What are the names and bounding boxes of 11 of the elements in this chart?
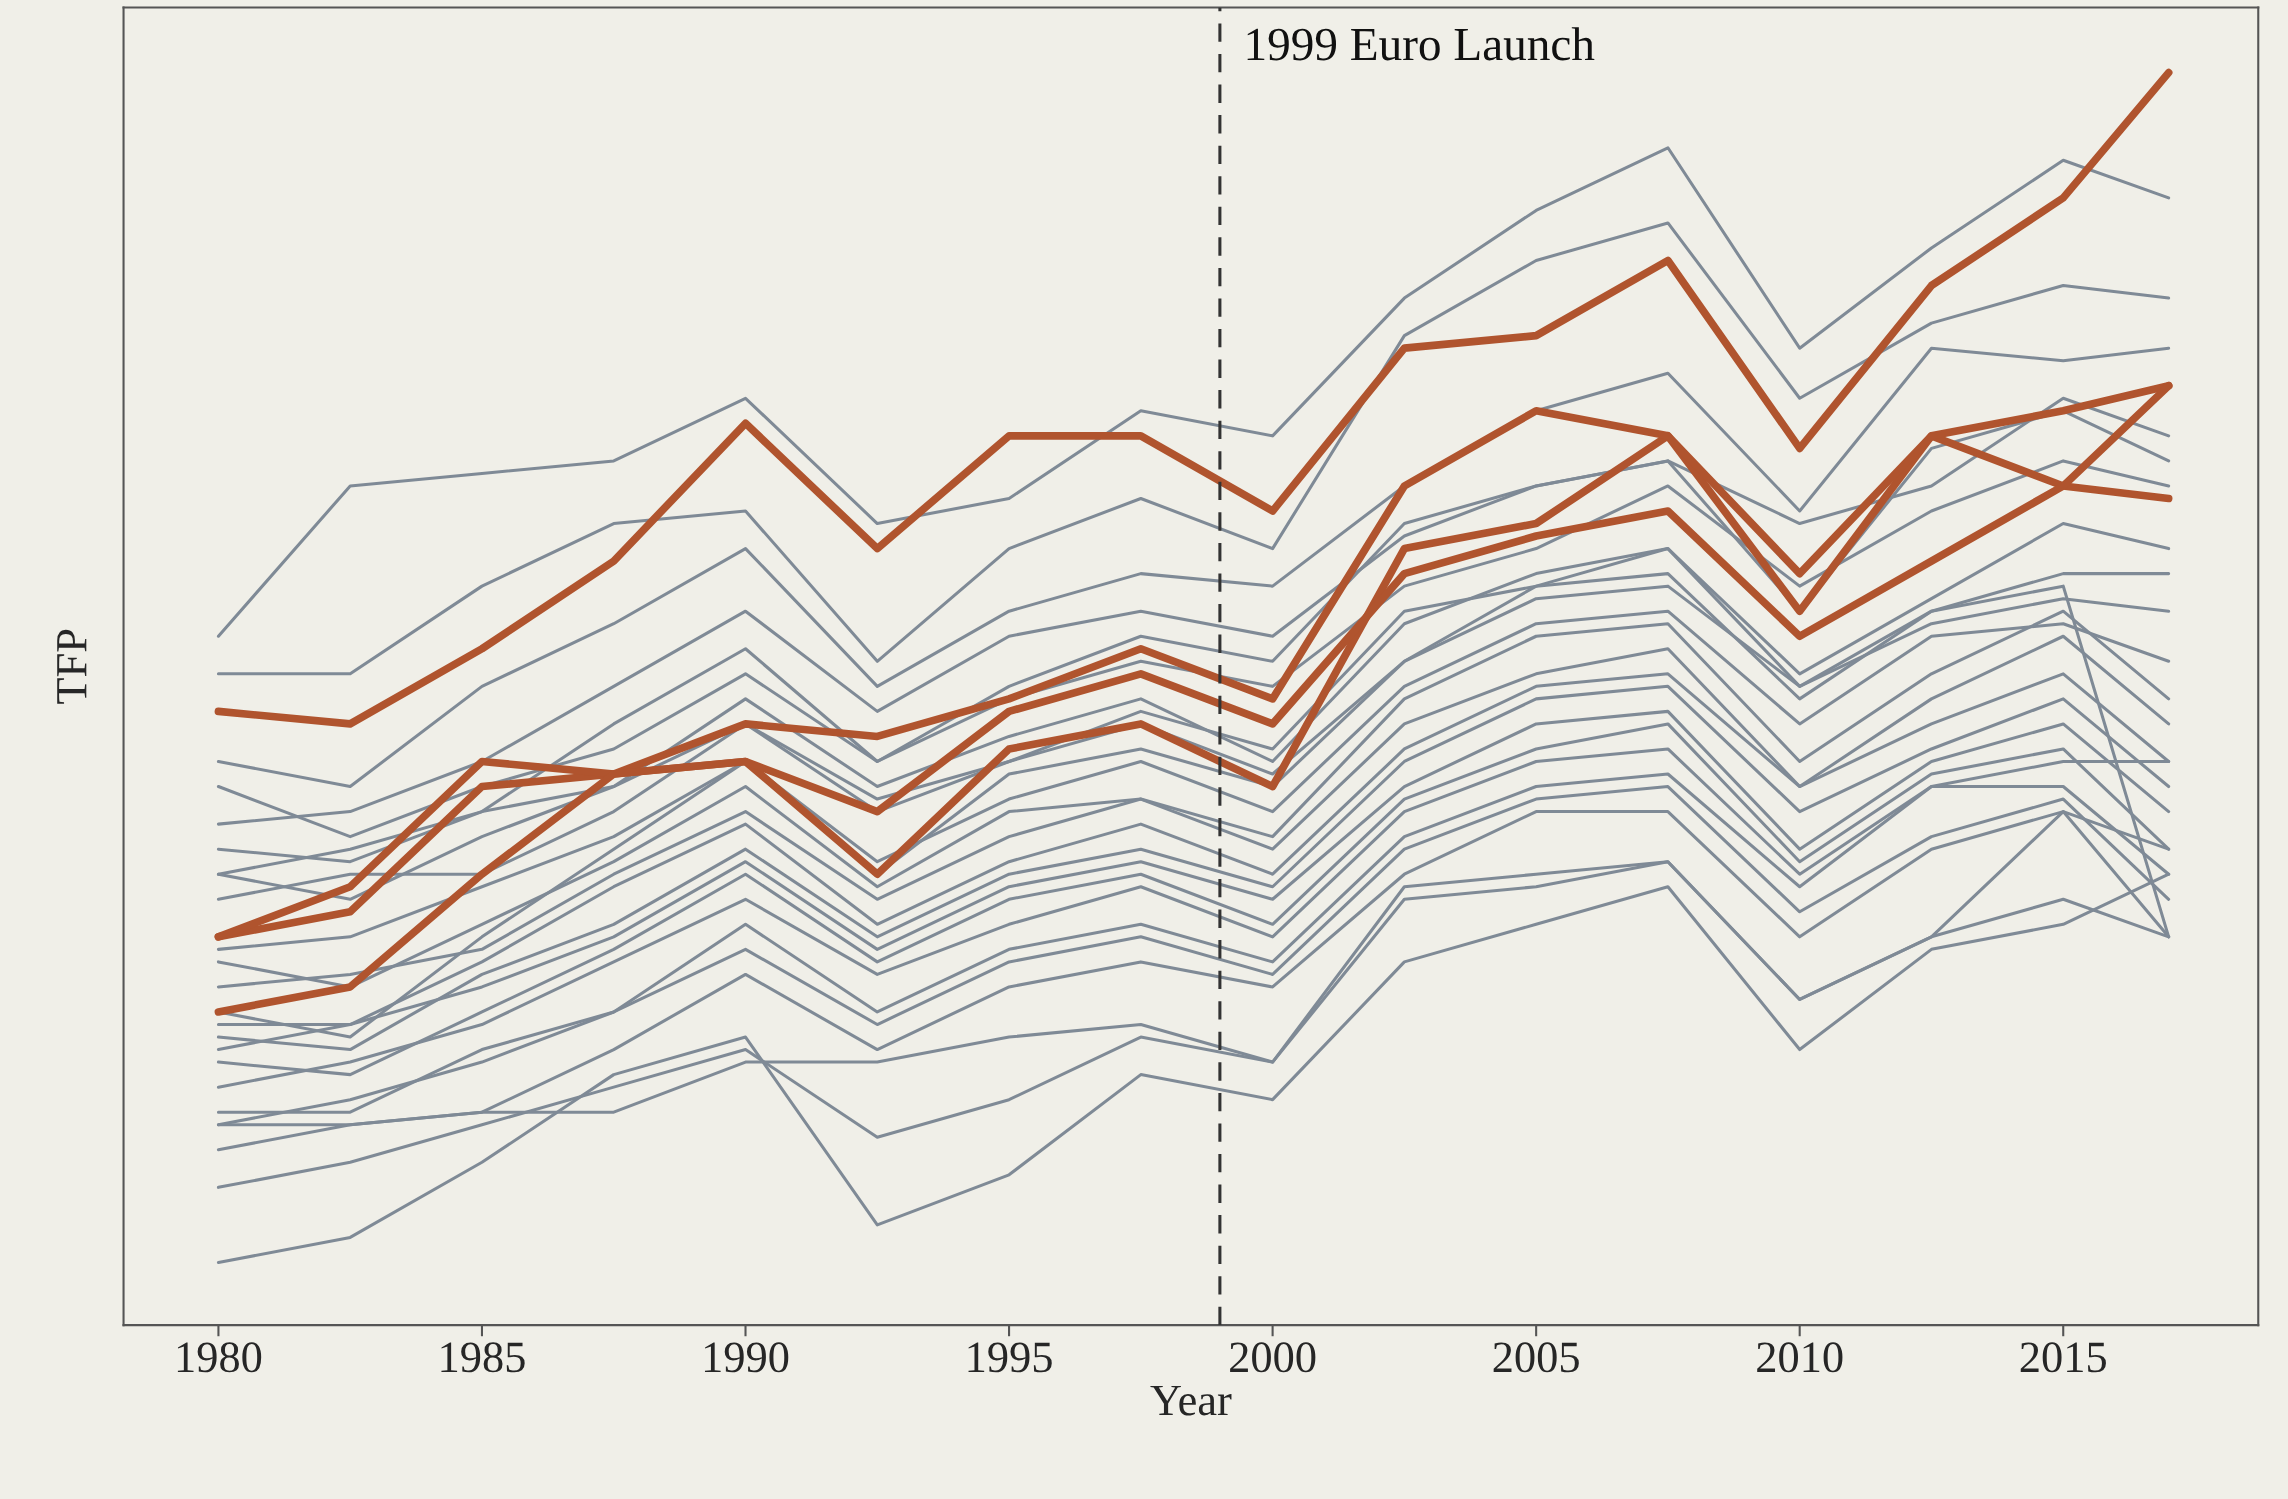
x-tick-label: 1995 xyxy=(968,1342,1052,1373)
x-tick-label: 2015 xyxy=(2020,1342,2106,1373)
x-tick-label: 2005 xyxy=(1493,1342,1579,1373)
x-axis-title: Year xyxy=(1150,1385,1232,1416)
ref-line-label: 1999 Euro Launch xyxy=(1247,27,1595,61)
x-tick-label: 2010 xyxy=(1757,1342,1843,1373)
y-axis-title: TFP xyxy=(57,629,87,704)
x-tick-label: 1980 xyxy=(177,1342,262,1373)
x-tick-label: 2000 xyxy=(1230,1342,1316,1373)
x-tick-label: 1990 xyxy=(704,1342,789,1373)
x-tick-label: 1985 xyxy=(441,1342,525,1373)
